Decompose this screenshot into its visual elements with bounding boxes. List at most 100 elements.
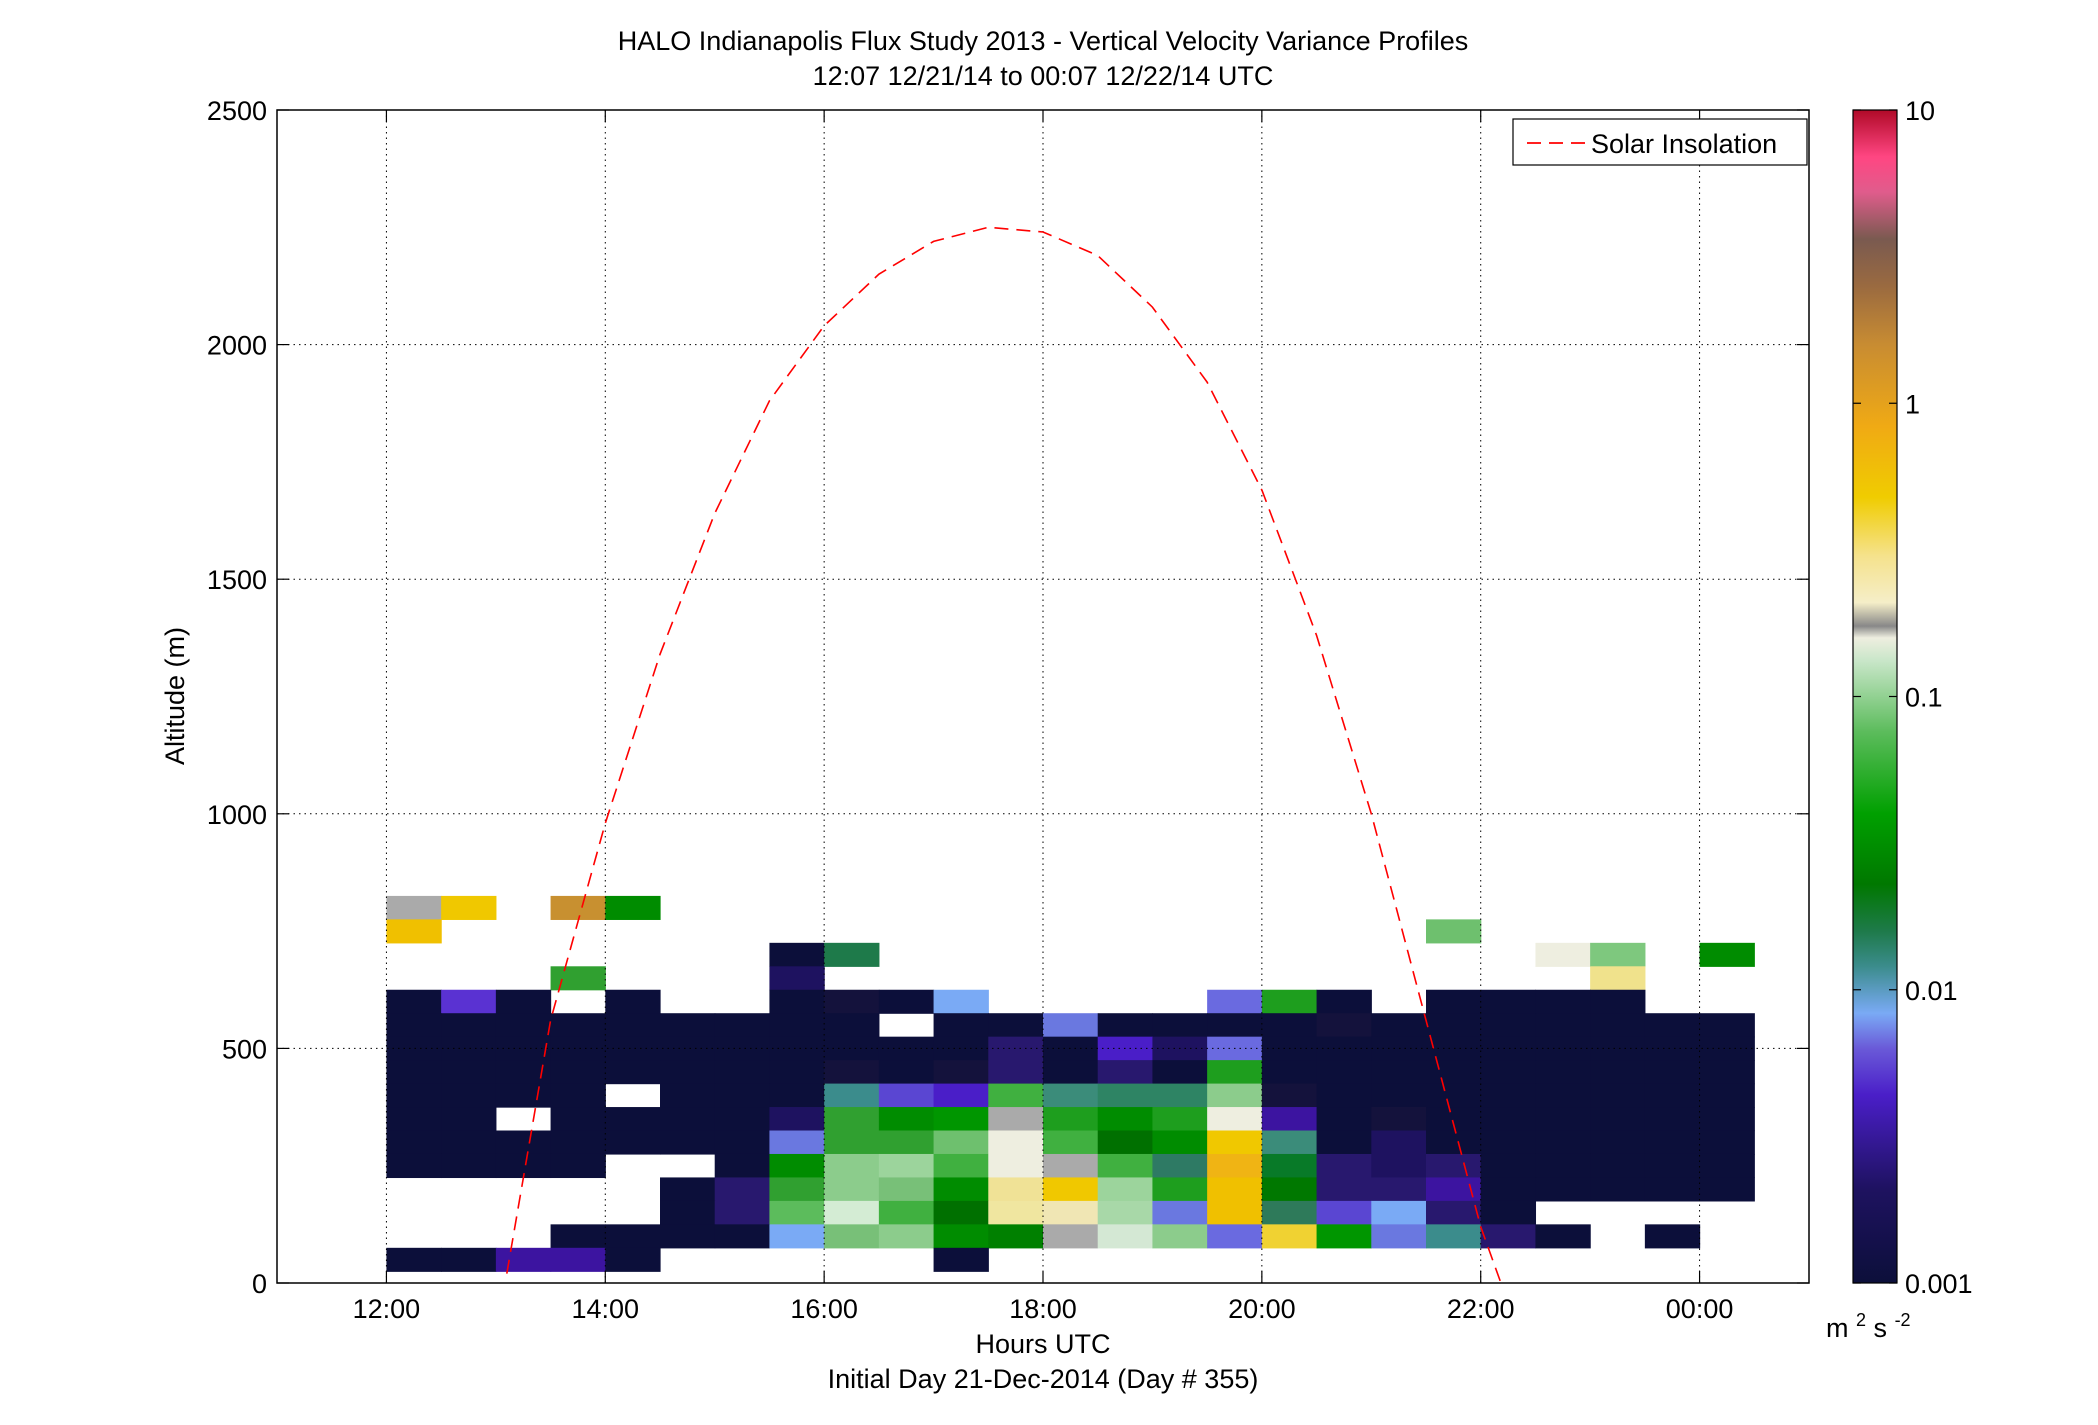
- heatmap-cell: [1480, 1013, 1537, 1038]
- heatmap-cell: [988, 1036, 1044, 1061]
- heatmap-cell: [933, 1107, 989, 1132]
- colorbar-unit-base: m: [1826, 1313, 1849, 1343]
- heatmap-cell: [1097, 1200, 1154, 1225]
- heatmap-cell: [824, 1153, 880, 1179]
- heatmap-cell: [1207, 1130, 1263, 1155]
- heatmap-cell: [660, 1013, 716, 1038]
- heatmap-cell: [824, 942, 880, 967]
- x-tick-label: 00:00: [1666, 1294, 1734, 1324]
- heatmap-cell: [1590, 989, 1646, 1014]
- heatmap-cell: [769, 1177, 825, 1202]
- heatmap-cell: [1371, 1177, 1427, 1202]
- heatmap-cell: [550, 1013, 606, 1038]
- solar-insolation-series: [506, 226, 1502, 1283]
- heatmap-cell: [769, 989, 825, 1014]
- heatmap-cell: [1535, 989, 1591, 1014]
- x-axis-label: Hours UTC: [975, 1329, 1110, 1359]
- heatmap-cell: [1207, 989, 1263, 1014]
- x-tick-label: 16:00: [790, 1294, 858, 1324]
- heatmap-cell: [441, 1060, 497, 1085]
- heatmap-cell: [714, 1153, 771, 1179]
- heatmap-cell: [1043, 1200, 1099, 1225]
- heatmap-cell: [1261, 1224, 1318, 1249]
- legend-label: Solar Insolation: [1591, 129, 1777, 159]
- colorbar-ticks: 0.001 0.01 0.1 1 10: [1853, 96, 1973, 1299]
- colorbar-unit-mid: s: [1874, 1313, 1888, 1343]
- heatmap-cell: [660, 1107, 716, 1132]
- heatmap-cell: [1590, 1153, 1646, 1179]
- heatmap-cell: [769, 1013, 825, 1038]
- heatmap-cell: [441, 1247, 497, 1272]
- heatmap-cell: [988, 1107, 1044, 1132]
- heatmap-cell: [933, 1177, 989, 1202]
- heatmap-cell: [1371, 1200, 1427, 1225]
- heatmap-cell: [878, 1036, 935, 1061]
- heatmap-cell: [1316, 1083, 1372, 1108]
- y-tick-label: 2500: [207, 96, 267, 126]
- heatmap-cell: [1261, 1153, 1318, 1179]
- heatmap-cell: [386, 1247, 442, 1272]
- colorbar-unit-exp1: 2: [1856, 1310, 1866, 1330]
- heatmap-cell: [824, 1224, 880, 1249]
- colorbar-tick-label: 1: [1905, 389, 1920, 419]
- heatmap-cell: [1152, 1153, 1208, 1179]
- heatmap-cell: [1316, 1177, 1372, 1202]
- heatmap-cell: [878, 1060, 935, 1085]
- heatmap-cell: [495, 1130, 552, 1155]
- heatmap-cell: [878, 1083, 935, 1108]
- heatmap-cell: [550, 1224, 606, 1249]
- chart-title: HALO Indianapolis Flux Study 2013 - Vert…: [618, 26, 1468, 56]
- y-axis-label: Altitude (m): [160, 627, 190, 765]
- heatmap-cell: [441, 1083, 497, 1108]
- heatmap-cell: [769, 1130, 825, 1155]
- heatmap-cell: [769, 1107, 825, 1132]
- heatmap-cell: [1480, 1224, 1537, 1249]
- heatmap-cell: [1590, 1130, 1646, 1155]
- heatmap-cell: [1316, 989, 1372, 1014]
- heatmap-cell: [386, 1107, 442, 1132]
- heatmap-cell: [1043, 1153, 1099, 1179]
- heatmap-cell: [1261, 1013, 1318, 1038]
- heatmap-cell: [1207, 1013, 1263, 1038]
- heatmap-cell: [933, 989, 989, 1014]
- heatmap-cell: [1426, 1177, 1482, 1202]
- heatmap-cell: [1152, 1224, 1208, 1249]
- heatmap-cell: [1097, 1153, 1154, 1179]
- heatmap-cell: [1590, 1107, 1646, 1132]
- heatmap-cell: [933, 1153, 989, 1179]
- heatmap-cell: [1535, 942, 1591, 967]
- heatmap-cell: [1426, 1060, 1482, 1085]
- heatmap-cell: [660, 1200, 716, 1225]
- heatmap-cell: [495, 1013, 552, 1038]
- heatmap-cell: [988, 1013, 1044, 1038]
- heatmap-cell: [1152, 1107, 1208, 1132]
- heatmap-cell: [1043, 1036, 1099, 1061]
- heatmap-cell: [714, 1083, 771, 1108]
- heatmap-cell: [1480, 1107, 1537, 1132]
- heatmap-cell: [1207, 1224, 1263, 1249]
- heatmap-cell: [1426, 1013, 1482, 1038]
- x-tick-label: 18:00: [1009, 1294, 1077, 1324]
- x-axis-secondary-label: Initial Day 21-Dec-2014 (Day # 355): [828, 1364, 1259, 1394]
- heatmap-cell: [1371, 1130, 1427, 1155]
- heatmap-cell: [441, 1036, 497, 1061]
- heatmap-cell: [1644, 1107, 1701, 1132]
- heatmap-cell: [1480, 1036, 1537, 1061]
- heatmap-cell: [714, 1013, 771, 1038]
- y-tick-label: 2000: [207, 331, 267, 361]
- heatmap-cell: [1043, 1130, 1099, 1155]
- heatmap-cell: [933, 1060, 989, 1085]
- heatmap-cell: [1590, 1177, 1646, 1202]
- heatmap-cell: [1699, 1060, 1755, 1085]
- heatmap-cell: [1699, 1107, 1755, 1132]
- heatmap-cell: [550, 1153, 606, 1179]
- heatmap-cell: [714, 1130, 771, 1155]
- heatmap-cell: [769, 1224, 825, 1249]
- heatmap-cell: [1644, 1153, 1701, 1179]
- heatmap-cell: [1535, 1060, 1591, 1085]
- heatmap-cell: [1261, 1060, 1318, 1085]
- heatmap-cell: [1699, 942, 1755, 967]
- heatmap-cell: [1371, 1107, 1427, 1132]
- heatmap-cell: [1644, 1130, 1701, 1155]
- heatmap-cell: [988, 1153, 1044, 1179]
